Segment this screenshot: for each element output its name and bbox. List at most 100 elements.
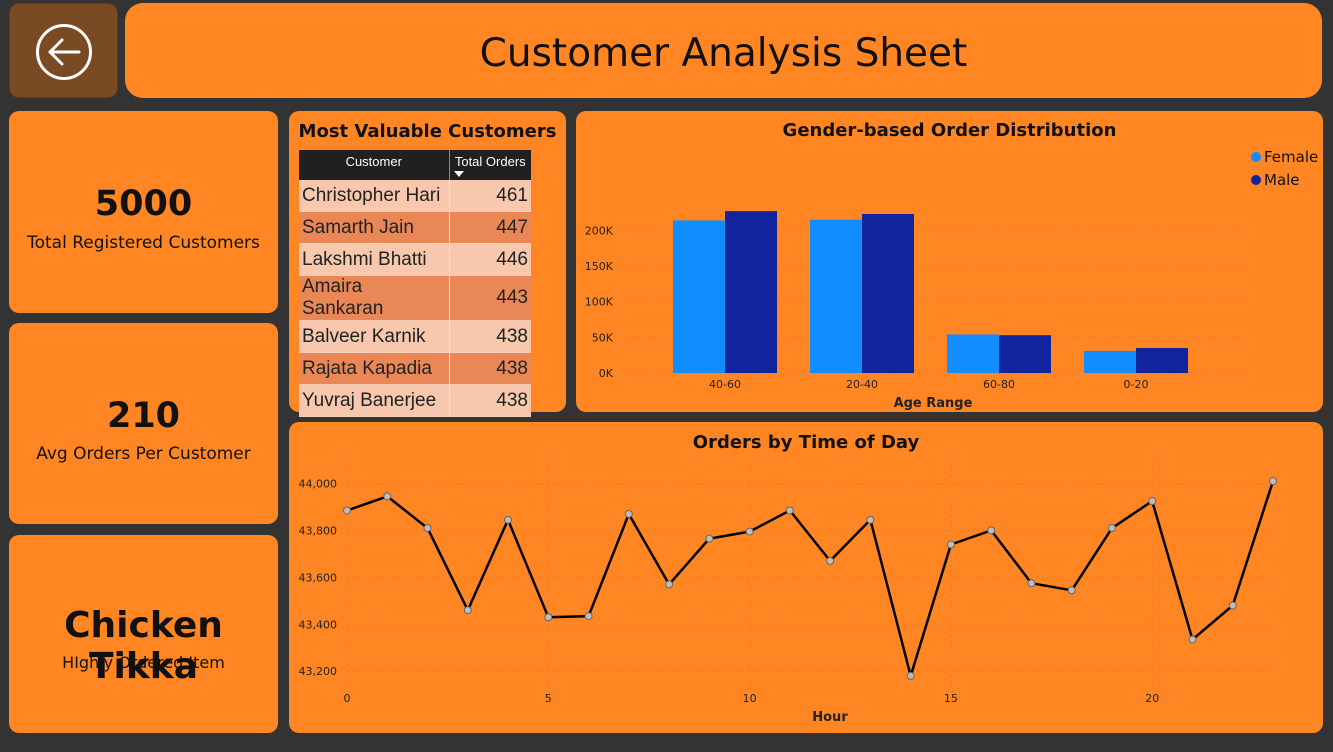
data-point xyxy=(1107,524,1116,533)
legend-swatch xyxy=(1251,152,1261,162)
table-row[interactable]: Christopher Hari 461 xyxy=(299,180,531,212)
total-orders: 438 xyxy=(448,352,531,385)
total-orders: 443 xyxy=(448,275,531,321)
x-tick-label: 20-40 xyxy=(846,378,878,391)
x-axis-title: Hour xyxy=(812,710,848,725)
customer-name: Lakshmi Bhatti xyxy=(299,243,449,276)
data-point xyxy=(946,540,955,549)
data-point xyxy=(624,509,633,518)
kpi-card-top-item: Chicken Tikka HIghly Ordered Item xyxy=(9,535,278,733)
most-valuable-customers-panel: Most Valuable Customers Customer Total O… xyxy=(289,111,566,417)
y-tick-label: 44,000 xyxy=(299,477,338,490)
series-line xyxy=(346,480,1275,678)
data-point xyxy=(785,506,794,515)
bar-male xyxy=(862,213,914,373)
gender-bar-chart: 0K 50K 100K 150K 200K 40-60 20-40 60-80 0-20 Age … xyxy=(585,148,1318,411)
y-tick-label: 50K xyxy=(592,331,614,344)
y-tick-label: 43,800 xyxy=(299,524,338,537)
table-row[interactable]: Lakshmi Bhatti 446 xyxy=(299,243,531,276)
column-header-total-orders[interactable]: Total Orders xyxy=(449,150,531,180)
bar-male xyxy=(725,211,777,373)
data-point xyxy=(1228,601,1237,610)
kpi-label: HIghly Ordered Item xyxy=(62,653,225,672)
column-header-customer[interactable]: Customer xyxy=(299,150,450,180)
table-row[interactable]: Yuvraj Banerjee 438 xyxy=(299,384,531,417)
column-header-label: Total Orders xyxy=(454,154,526,169)
data-point xyxy=(826,556,835,565)
data-point xyxy=(745,527,754,536)
y-tick-label: 43,400 xyxy=(299,618,338,631)
table-row[interactable]: Samarth Jain 447 xyxy=(299,211,531,244)
panel-title: Most Valuable Customers xyxy=(298,121,557,142)
customer-name: Amaira Sankaran xyxy=(299,275,449,321)
kpi-value: Chicken Tikka xyxy=(64,605,223,687)
legend-swatch xyxy=(1251,175,1261,185)
back-button[interactable] xyxy=(9,3,118,98)
y-tick-label: 43,200 xyxy=(299,665,338,678)
data-point xyxy=(544,613,553,622)
x-axis-title: Age Range xyxy=(894,396,973,411)
bar-male xyxy=(1136,348,1188,373)
x-tick-label: 40-60 xyxy=(709,378,741,391)
bar-female xyxy=(673,220,725,373)
gender-order-chart-panel: Gender-based Order Distribution 0K 50K 100… xyxy=(576,111,1323,412)
data-point xyxy=(987,526,996,535)
customer-name: Rajata Kapadia xyxy=(299,352,449,385)
x-tick-label: 20 xyxy=(1145,692,1159,705)
bar-male xyxy=(999,335,1051,373)
total-orders: 438 xyxy=(448,384,531,417)
y-tick-label: 0K xyxy=(599,367,614,380)
total-orders: 446 xyxy=(448,243,531,276)
orders-by-time-panel: Orders by Time of Day 43,200 43,400 43,600… xyxy=(289,422,1323,733)
data-point xyxy=(423,524,432,533)
kpi-value: 5000 xyxy=(94,184,193,224)
table-row[interactable]: Balveer Karnik 438 xyxy=(299,320,531,353)
kpi-label: Total Registered Customers xyxy=(27,233,260,253)
x-tick-label: 5 xyxy=(545,692,552,705)
data-point xyxy=(1269,477,1277,486)
table-row[interactable]: Amaira Sankaran 443 xyxy=(299,275,531,321)
data-point xyxy=(1148,497,1157,506)
bar-female xyxy=(1084,350,1136,373)
y-tick-label: 200K xyxy=(585,224,614,237)
data-point xyxy=(1188,635,1197,644)
data-point xyxy=(463,606,472,615)
kpi-card-total-customers: 5000 Total Registered Customers xyxy=(9,111,278,313)
kpi-label: Avg Orders Per Customer xyxy=(36,444,251,464)
data-point xyxy=(705,534,714,543)
page-title: Customer Analysis Sheet xyxy=(479,31,968,76)
chart-title: Orders by Time of Day xyxy=(692,432,920,453)
header-banner: Customer Analysis Sheet xyxy=(125,3,1322,98)
bar-female xyxy=(810,219,862,373)
orders-line-chart: 43,200 43,400 43,600 43,800 44,000 0 5 10 15 20 Ho… xyxy=(299,460,1277,725)
x-tick-label: 0-20 xyxy=(1124,378,1149,391)
data-point xyxy=(343,506,351,515)
kpi-value: 210 xyxy=(106,396,181,436)
data-point xyxy=(906,671,915,680)
total-orders: 447 xyxy=(448,211,531,244)
customer-name: Christopher Hari xyxy=(299,180,449,212)
y-tick-label: 43,600 xyxy=(299,571,338,584)
data-point xyxy=(1067,586,1076,595)
data-point xyxy=(383,492,392,501)
table-row[interactable]: Rajata Kapadia 438 xyxy=(299,352,531,385)
data-point xyxy=(584,612,593,621)
bar-female xyxy=(947,334,999,373)
x-tick-label: 15 xyxy=(944,692,958,705)
sort-descending-icon xyxy=(453,171,464,177)
data-point xyxy=(665,580,674,589)
total-orders: 438 xyxy=(448,320,531,353)
data-point xyxy=(866,515,875,524)
customers-table: Customer Total Orders Christopher Hari 46… xyxy=(299,150,531,417)
kpi-card-avg-orders: 210 Avg Orders Per Customer xyxy=(9,323,278,524)
total-orders: 461 xyxy=(448,180,531,212)
chart-title: Gender-based Order Distribution xyxy=(782,120,1117,141)
x-tick-label: 10 xyxy=(743,692,757,705)
legend-label: Female xyxy=(1264,148,1318,166)
x-tick-label: 0 xyxy=(344,692,351,705)
data-point xyxy=(1027,579,1036,588)
customer-name: Yuvraj Banerjee xyxy=(299,384,449,417)
arrow-left-circle-icon xyxy=(36,24,92,80)
y-tick-label: 150K xyxy=(585,260,614,273)
customer-name: Samarth Jain xyxy=(299,211,449,244)
